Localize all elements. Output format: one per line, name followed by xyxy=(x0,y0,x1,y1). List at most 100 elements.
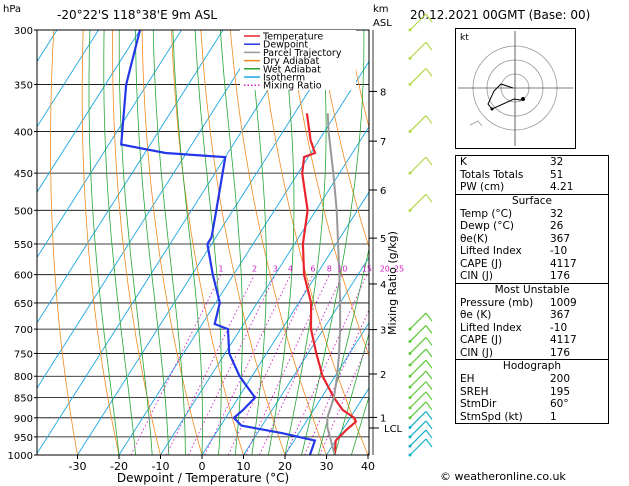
dry-adiabat-line xyxy=(318,30,369,249)
wind-barb-base xyxy=(408,82,412,86)
isotherm-line xyxy=(284,321,369,455)
dewpoint-line xyxy=(120,30,317,455)
pressure-tick-label: 650 xyxy=(14,299,33,310)
wind-barb-flag xyxy=(425,337,433,346)
pressure-tick-label: 450 xyxy=(14,169,33,180)
wet-adiabat-line xyxy=(268,30,295,455)
dry-adiabat-line xyxy=(288,30,369,357)
temp-tick-label: -30 xyxy=(69,460,87,473)
surface-row: Dewp (°C) 26 xyxy=(456,220,608,233)
brand-footer: © weatheronline.co.uk xyxy=(440,470,566,483)
wind-barb-base xyxy=(408,56,412,60)
wind-barb-flag xyxy=(425,325,433,334)
mixing-ratio-line xyxy=(130,274,222,455)
wind-barb-staff xyxy=(409,401,427,419)
mixing-ratio-line xyxy=(259,274,343,455)
most-unstable-title: Most Unstable xyxy=(494,283,570,296)
surface-row: CAPE (J) 4117 xyxy=(456,258,608,271)
surface-row: Lifted Index -10 xyxy=(456,245,608,258)
mixing-ratio-line xyxy=(285,274,368,455)
legend-label: Mixing Ratio xyxy=(263,81,322,92)
surface-row: CIN (J) 176 xyxy=(456,270,608,283)
location-title: -20°22'S 118°38'E 9m ASL xyxy=(57,8,217,22)
temp-tick-label: -20 xyxy=(110,460,128,473)
basic-indices-table: K 32 Totals Totals 51 PW (cm) 4.21 xyxy=(456,156,608,194)
legend-label: Isotherm xyxy=(263,73,305,84)
km-label: km xyxy=(373,4,389,15)
surface-value: 367 xyxy=(550,232,571,245)
wind-barb xyxy=(408,401,433,420)
legend-label: Dry Adiabat xyxy=(263,56,320,67)
wind-barb-base xyxy=(408,406,412,410)
pressure-tick-label: 600 xyxy=(14,271,33,282)
wind-barb-base xyxy=(408,327,412,331)
mixing-ratio-label: 15 xyxy=(362,265,372,274)
wind-barb-staff xyxy=(409,359,427,377)
km-tick-label: 3 xyxy=(380,326,386,337)
wind-barb-base xyxy=(408,385,412,389)
asl-label: ASL xyxy=(373,18,392,29)
wind-barb-flag xyxy=(425,438,433,448)
pressure-tick-label: 700 xyxy=(14,325,33,336)
wind-barb-staff xyxy=(409,13,427,31)
most-unstable-value: 1009 xyxy=(550,296,577,309)
indices-panel: K 32 Totals Totals 51 PW (cm) 4.21 Surface Te… xyxy=(455,155,609,424)
wind-barb-base xyxy=(408,416,412,420)
wind-barb-base xyxy=(408,363,412,367)
lcl-label: LCL xyxy=(384,424,403,435)
isotherm-line xyxy=(37,30,182,259)
wind-barb-staff xyxy=(409,391,427,409)
surface-value: 4117 xyxy=(550,257,577,270)
wind-barb-flag xyxy=(425,411,433,420)
pressure-tick-label: 1000 xyxy=(8,451,33,462)
hodograph-param-label: EH xyxy=(460,373,475,385)
index-label: Totals Totals xyxy=(460,168,524,181)
isotherm-line xyxy=(118,60,369,455)
wind-barb-base xyxy=(408,453,412,457)
surface-value: 176 xyxy=(550,270,571,282)
index-row: Totals Totals 51 xyxy=(456,169,608,182)
pressure-tick-label: 950 xyxy=(14,433,33,444)
surface-value: 32 xyxy=(550,207,564,220)
wind-barb xyxy=(408,411,433,429)
wind-barb-staff xyxy=(409,325,427,342)
wind-barb xyxy=(408,67,433,86)
wind-barb xyxy=(408,115,433,134)
wind-barb xyxy=(408,391,433,410)
wind-barb xyxy=(408,13,433,32)
wet-adiabat-line xyxy=(334,331,369,455)
wind-barb-base xyxy=(408,374,412,378)
index-value: 32 xyxy=(550,156,564,168)
surface-title: Surface xyxy=(511,194,552,207)
index-row: PW (cm) 4.21 xyxy=(456,181,608,194)
wind-barb xyxy=(408,359,433,378)
temperature-line xyxy=(301,113,358,455)
temp-tick-label: 0 xyxy=(199,460,206,473)
wet-adiabat-line xyxy=(135,30,170,455)
wind-barb xyxy=(408,193,433,212)
surface-value: -10 xyxy=(550,245,568,257)
wind-barb-base xyxy=(408,425,412,429)
temp-tick-label: 30 xyxy=(320,460,334,473)
hodograph-table: EH 200 SREH 195 StmDir 60° StmSpd (kt) 1 xyxy=(456,373,608,423)
most-unstable-block: Most Unstable Pressure (mb) 1009 θe (K) 367… xyxy=(455,282,609,360)
mixing-ratio-line xyxy=(304,308,369,455)
wet-adiabat-line xyxy=(284,30,327,455)
wind-barb-base xyxy=(408,396,412,400)
dry-adiabat-line xyxy=(81,30,120,455)
hodograph-param-label: StmSpd (kt) xyxy=(460,410,523,423)
hodograph-param-value: 60° xyxy=(550,398,569,410)
wind-barb-staff xyxy=(409,67,427,85)
km-tick-label: 6 xyxy=(380,186,386,197)
wind-barb-staff xyxy=(409,312,427,330)
hodograph-param-value: 195 xyxy=(550,385,571,398)
wind-barb-staff xyxy=(409,337,427,354)
wind-barb-staff xyxy=(409,381,427,399)
most-unstable-row: CAPE (J) 4117 xyxy=(456,334,608,347)
surface-row: θe(K) 367 xyxy=(456,233,608,246)
hodograph-param-row: StmSpd (kt) 1 xyxy=(456,411,608,424)
wind-barb-base xyxy=(408,339,412,343)
wind-barb-staff xyxy=(409,348,427,366)
hodograph-block: Hodograph EH 200 SREH 195 StmDir 60° StmSpd (k… xyxy=(455,359,609,424)
wind-barb-flag xyxy=(425,401,433,411)
